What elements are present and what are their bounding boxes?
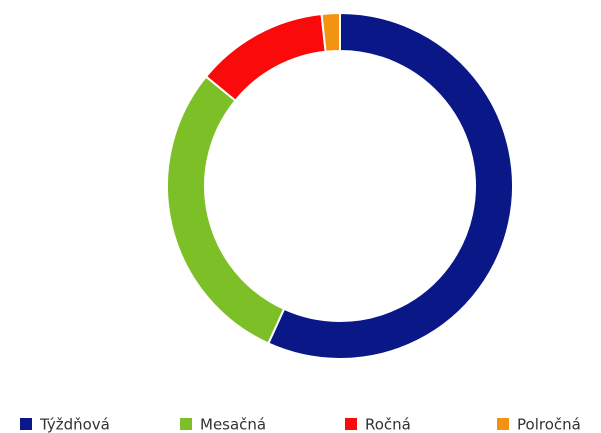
legend-swatch: [497, 418, 509, 430]
donut-segment: [266, 11, 514, 360]
legend-label: Týždňová: [39, 416, 110, 433]
donut-segment: [166, 75, 286, 345]
legend-swatch: [20, 418, 32, 430]
legend-label: Ročná: [365, 416, 411, 433]
donut-segment: [320, 11, 341, 53]
donut-segment: [204, 12, 327, 103]
legend-label: Polročná: [517, 416, 581, 433]
legend-label: Mesačná: [200, 416, 266, 433]
legend-swatch: [345, 418, 357, 430]
legend-swatch: [180, 418, 192, 430]
